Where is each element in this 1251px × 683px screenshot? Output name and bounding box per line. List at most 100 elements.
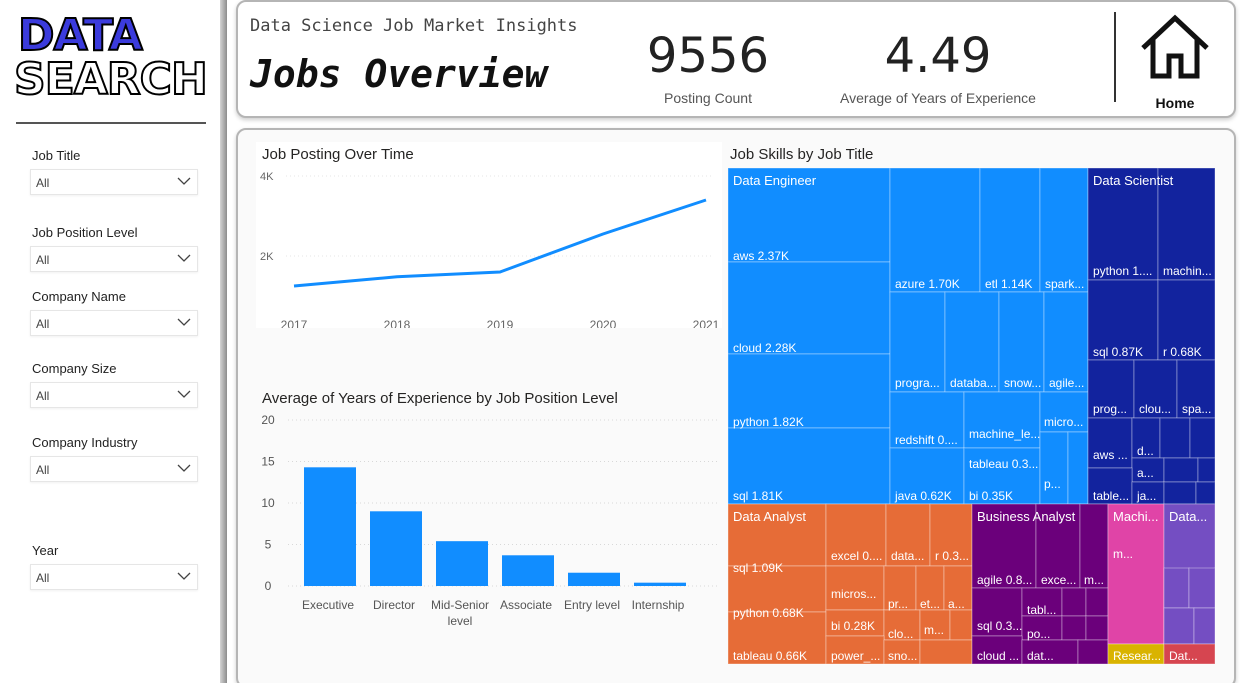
treemap-cell[interactable] xyxy=(1067,431,1089,505)
treemap-cell-label: azure 1.70K xyxy=(895,277,960,291)
treemap-cell[interactable] xyxy=(1087,417,1133,469)
treemap-cell[interactable] xyxy=(998,291,1045,393)
logo: DATA SEARCH xyxy=(13,9,210,106)
treemap-cell-label: sno... xyxy=(888,649,917,663)
treemap-group-label: Dat... xyxy=(1169,649,1198,663)
company-industry-dropdown[interactable]: All xyxy=(30,456,198,482)
treemap-cell[interactable] xyxy=(963,391,1041,449)
sidebar: DATA SEARCH Job Title All Job Position L… xyxy=(0,0,224,683)
treemap-cell[interactable] xyxy=(971,587,1023,637)
treemap-cell[interactable] xyxy=(1163,643,1216,665)
x-tick-label: Internship xyxy=(632,598,685,612)
treemap-cell[interactable] xyxy=(1039,431,1069,505)
slicer-label: Year xyxy=(32,543,59,558)
bar xyxy=(502,555,554,586)
treemap-cell[interactable] xyxy=(728,427,891,505)
treemap-cell[interactable] xyxy=(1077,639,1109,665)
treemap-cell-label: p... xyxy=(1044,477,1061,491)
treemap-group-label: Data... xyxy=(1169,509,1207,524)
treemap-cell[interactable] xyxy=(1085,587,1109,617)
treemap-cell[interactable] xyxy=(728,168,891,263)
treemap-cell[interactable] xyxy=(1107,503,1165,645)
treemap-cell[interactable] xyxy=(1021,639,1079,665)
treemap-cell[interactable] xyxy=(1193,607,1216,645)
company-size-dropdown[interactable]: All xyxy=(30,382,198,408)
chevron-down-icon xyxy=(177,177,191,185)
treemap-cell[interactable] xyxy=(1163,481,1197,505)
treemap-cell-label: spa... xyxy=(1182,402,1211,416)
company-name-dropdown[interactable]: All xyxy=(30,310,198,336)
treemap-cell-label: machin... xyxy=(1163,264,1212,278)
treemap-cell-label: r 0.3... xyxy=(935,549,969,563)
job-title-dropdown[interactable]: All xyxy=(30,169,198,195)
treemap-cell[interactable] xyxy=(919,639,973,665)
treemap-cell[interactable] xyxy=(949,609,973,641)
treemap-cell[interactable] xyxy=(1197,457,1216,483)
treemap-cell-label: etl 1.14K xyxy=(985,277,1032,291)
treemap-cell[interactable] xyxy=(1061,615,1087,641)
home-button[interactable]: Home xyxy=(1133,10,1217,114)
treemap-card: Job Skills by Job Title Data Engineer aws… xyxy=(728,142,1218,672)
treemap-cell[interactable] xyxy=(1131,417,1161,459)
treemap-cell[interactable] xyxy=(1176,359,1216,419)
treemap-cell-label: spark... xyxy=(1045,277,1084,291)
treemap-cell[interactable] xyxy=(728,565,827,613)
treemap-cell[interactable] xyxy=(944,291,1000,393)
treemap-cell[interactable] xyxy=(1131,457,1165,483)
treemap-cell-label: java 0.62K xyxy=(894,489,952,503)
treemap-cell[interactable] xyxy=(1039,168,1089,293)
treemap-cell[interactable] xyxy=(889,447,965,505)
treemap-cell[interactable] xyxy=(1157,279,1216,361)
job-position-level-dropdown[interactable]: All xyxy=(30,246,198,272)
treemap-cell[interactable] xyxy=(889,168,981,293)
treemap-cell[interactable] xyxy=(825,503,887,567)
treemap-cell[interactable] xyxy=(885,503,931,567)
treemap-cell-label: agile... xyxy=(1049,376,1084,390)
treemap-cell[interactable] xyxy=(728,503,827,567)
x-tick-label: Executive xyxy=(302,598,354,612)
year-dropdown[interactable]: All xyxy=(30,564,198,590)
treemap-cell-label: cloud ... xyxy=(977,649,1019,663)
treemap-cell[interactable] xyxy=(825,609,885,637)
treemap-cell[interactable] xyxy=(728,353,891,429)
treemap-cell[interactable] xyxy=(1087,168,1159,281)
treemap-cell[interactable] xyxy=(1085,615,1109,641)
treemap-cell[interactable] xyxy=(979,168,1041,293)
treemap-cell[interactable] xyxy=(1189,417,1216,459)
treemap-cell[interactable] xyxy=(919,609,951,641)
divider xyxy=(16,122,206,124)
treemap-cell[interactable] xyxy=(1087,279,1159,361)
treemap-cell[interactable] xyxy=(1039,391,1089,433)
treemap-cell-label: python 1.82K xyxy=(733,415,804,429)
treemap-cell[interactable] xyxy=(1163,607,1195,645)
sidebar-edge xyxy=(220,0,227,683)
treemap-cell[interactable] xyxy=(1163,567,1190,609)
treemap-cell[interactable] xyxy=(825,635,885,665)
treemap-cell[interactable] xyxy=(971,503,1037,589)
treemap-cell[interactable] xyxy=(1061,587,1087,617)
bar xyxy=(568,572,620,586)
treemap-cell-label: python 0.68K xyxy=(733,606,804,620)
treemap-cell[interactable] xyxy=(883,639,921,665)
treemap-cell[interactable] xyxy=(1159,417,1191,459)
treemap-cell[interactable] xyxy=(1163,457,1199,483)
treemap-cell-label: table... xyxy=(1093,489,1129,503)
treemap-group-label: Data Analyst xyxy=(733,509,806,524)
treemap-cell[interactable] xyxy=(1087,359,1135,419)
treemap-cell[interactable] xyxy=(1021,587,1063,617)
bar-chart-title: Average of Years of Experience by Job Po… xyxy=(262,390,618,407)
treemap-cell[interactable] xyxy=(971,635,1023,665)
treemap-cell[interactable] xyxy=(1195,481,1216,505)
treemap-cell[interactable] xyxy=(963,447,1041,505)
treemap-cell[interactable] xyxy=(1157,168,1216,281)
x-tick-label: 2017 xyxy=(281,318,308,328)
treemap-cell[interactable] xyxy=(1079,503,1109,589)
series-line xyxy=(293,198,707,288)
treemap-cell[interactable] xyxy=(943,565,973,611)
treemap-cell-label: ja... xyxy=(1136,489,1156,503)
treemap-cell-label: exce... xyxy=(1041,573,1076,587)
treemap-cell-label: data... xyxy=(891,549,924,563)
kpi-value: 9556 xyxy=(646,28,770,84)
treemap-cell-label: sql 1.09K xyxy=(733,561,783,575)
treemap-cell[interactable] xyxy=(1188,567,1216,609)
